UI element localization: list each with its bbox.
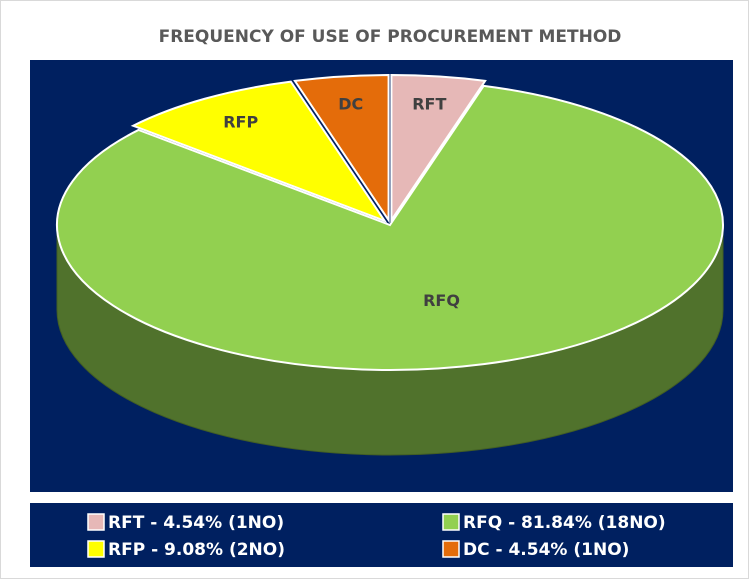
legend-swatch <box>87 513 105 531</box>
legend-label: DC - 4.54% (1NO) <box>463 540 629 560</box>
pie-slice <box>293 74 390 224</box>
legend-swatch <box>442 540 460 558</box>
slice-label: RFQ <box>423 291 460 310</box>
legend-swatch <box>87 540 105 558</box>
legend-swatch <box>442 513 460 531</box>
pie-slice <box>390 74 487 224</box>
legend-label: RFT - 4.54% (1NO) <box>108 513 284 533</box>
legend-label: RFQ - 81.84% (18NO) <box>463 513 666 533</box>
slice-label: RFP <box>223 113 258 132</box>
pie-slice <box>56 84 724 371</box>
chart-title: FREQUENCY OF USE OF PROCUREMENT METHOD <box>159 27 622 47</box>
pie-tops <box>56 74 724 371</box>
legend-box <box>30 503 733 567</box>
pie-slice <box>130 80 388 223</box>
legend: RFT - 4.54% (1NO) RFQ - 81.84% (18NO) RFP … <box>87 513 666 560</box>
slice-label: RFT <box>412 95 446 114</box>
legend-label: RFP - 9.08% (2NO) <box>108 540 285 560</box>
slice-label: DC <box>338 95 363 114</box>
pie-labels: RFT RFQ RFP DC <box>223 95 460 310</box>
